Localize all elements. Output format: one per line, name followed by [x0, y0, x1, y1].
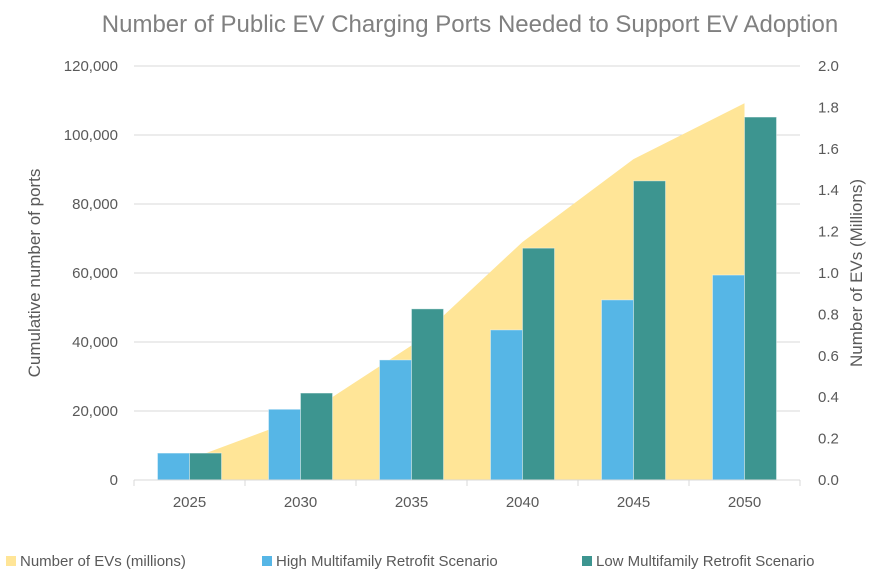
chart-title: Number of Public EV Charging Ports Neede… [102, 11, 838, 38]
legend-label: Low Multifamily Retrofit Scenario [596, 553, 814, 570]
low-scenario-bar [522, 247, 555, 481]
y2-tick-label: 0.8 [818, 306, 839, 323]
y-tick-label: 100,000 [64, 127, 118, 144]
x-tick-label: 2030 [284, 494, 317, 511]
legend-swatch [262, 556, 272, 566]
x-tick-label: 2050 [728, 494, 761, 511]
high-scenario-bar [157, 452, 190, 481]
x-tick-label: 2045 [617, 494, 650, 511]
y2-tick-label: 0.4 [818, 389, 839, 406]
y2-tick-label: 0.2 [818, 431, 839, 448]
y2-tick-label: 2.0 [818, 58, 839, 75]
legend-swatch [582, 556, 592, 566]
high-scenario-bar [379, 359, 412, 481]
low-scenario-bar [300, 392, 333, 481]
x-tick-label: 2025 [173, 494, 206, 511]
legend-swatch [6, 556, 16, 566]
y-axis-label: Cumulative number of ports [25, 169, 44, 378]
x-tick-label: 2040 [506, 494, 539, 511]
legend-label: Number of EVs (millions) [20, 553, 186, 570]
y2-tick-label: 1.6 [818, 141, 839, 158]
y-tick-label: 0 [110, 472, 118, 489]
y-tick-label: 20,000 [72, 403, 118, 420]
high-scenario-bar [268, 408, 301, 481]
high-scenario-bar [490, 329, 523, 481]
y2-tick-label: 1.8 [818, 99, 839, 116]
y2-tick-label: 0.0 [818, 472, 839, 489]
y2-tick-label: 1.2 [818, 224, 839, 241]
y2-axis-label: Number of EVs (Millions) [847, 179, 866, 367]
legend-label: High Multifamily Retrofit Scenario [276, 553, 498, 570]
y-tick-label: 40,000 [72, 334, 118, 351]
low-scenario-bar [744, 116, 777, 481]
y2-tick-label: 1.4 [818, 182, 839, 199]
high-scenario-bar [601, 299, 634, 481]
low-scenario-bar [411, 308, 444, 481]
y2-tick-label: 0.6 [818, 348, 839, 365]
y-tick-label: 60,000 [72, 265, 118, 282]
x-tick-label: 2035 [395, 494, 428, 511]
y-tick-label: 80,000 [72, 196, 118, 213]
y-tick-label: 120,000 [64, 58, 118, 75]
high-scenario-bar [712, 274, 745, 481]
low-scenario-bar [189, 452, 222, 481]
y2-tick-label: 1.0 [818, 265, 839, 282]
low-scenario-bar [633, 180, 666, 481]
